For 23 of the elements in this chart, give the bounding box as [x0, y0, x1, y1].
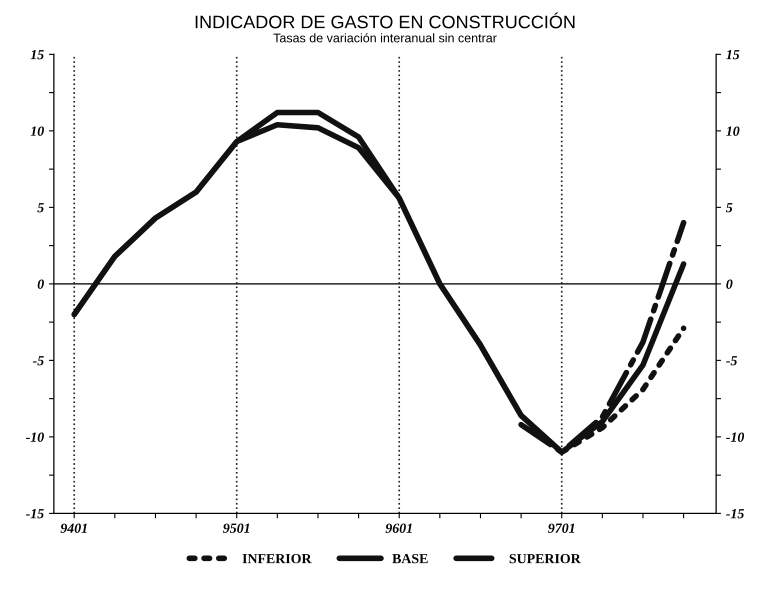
y2-tick-label: -5 — [726, 356, 738, 366]
y2-tick-label: -10 — [726, 432, 744, 442]
chart-title: INDICADOR DE GASTO EN CONSTRUCCIÓN — [196, 12, 574, 28]
legend-label: SUPERIOR — [510, 554, 581, 564]
legend-label: BASE — [392, 554, 428, 564]
x-tick-label: 9501 — [223, 524, 250, 533]
x-tick-label: 9601 — [386, 524, 412, 533]
legend-label: INFERIOR — [242, 554, 312, 564]
y2-tick-label: -15 — [726, 509, 744, 518]
y-tick-label: -10 — [26, 432, 44, 442]
y2-tick-label: 0 — [726, 279, 733, 289]
y2-tick-label: 15 — [726, 50, 740, 60]
y2-tick-label: 10 — [726, 126, 740, 136]
y-tick-label: 5 — [37, 203, 44, 212]
y-tick-label: -5 — [32, 356, 44, 366]
y2-tick-label: 5 — [726, 203, 732, 212]
x-tick-label: 9701 — [548, 524, 574, 533]
chart-subtitle: Tasas de variación interanual sin centrar — [273, 33, 497, 42]
y-tick-label: -15 — [26, 509, 44, 518]
y-tick-label: 0 — [38, 279, 44, 289]
y-tick-label: 15 — [30, 50, 44, 60]
y-tick-label: 10 — [30, 126, 44, 136]
x-tick-label: 9401 — [60, 524, 87, 533]
